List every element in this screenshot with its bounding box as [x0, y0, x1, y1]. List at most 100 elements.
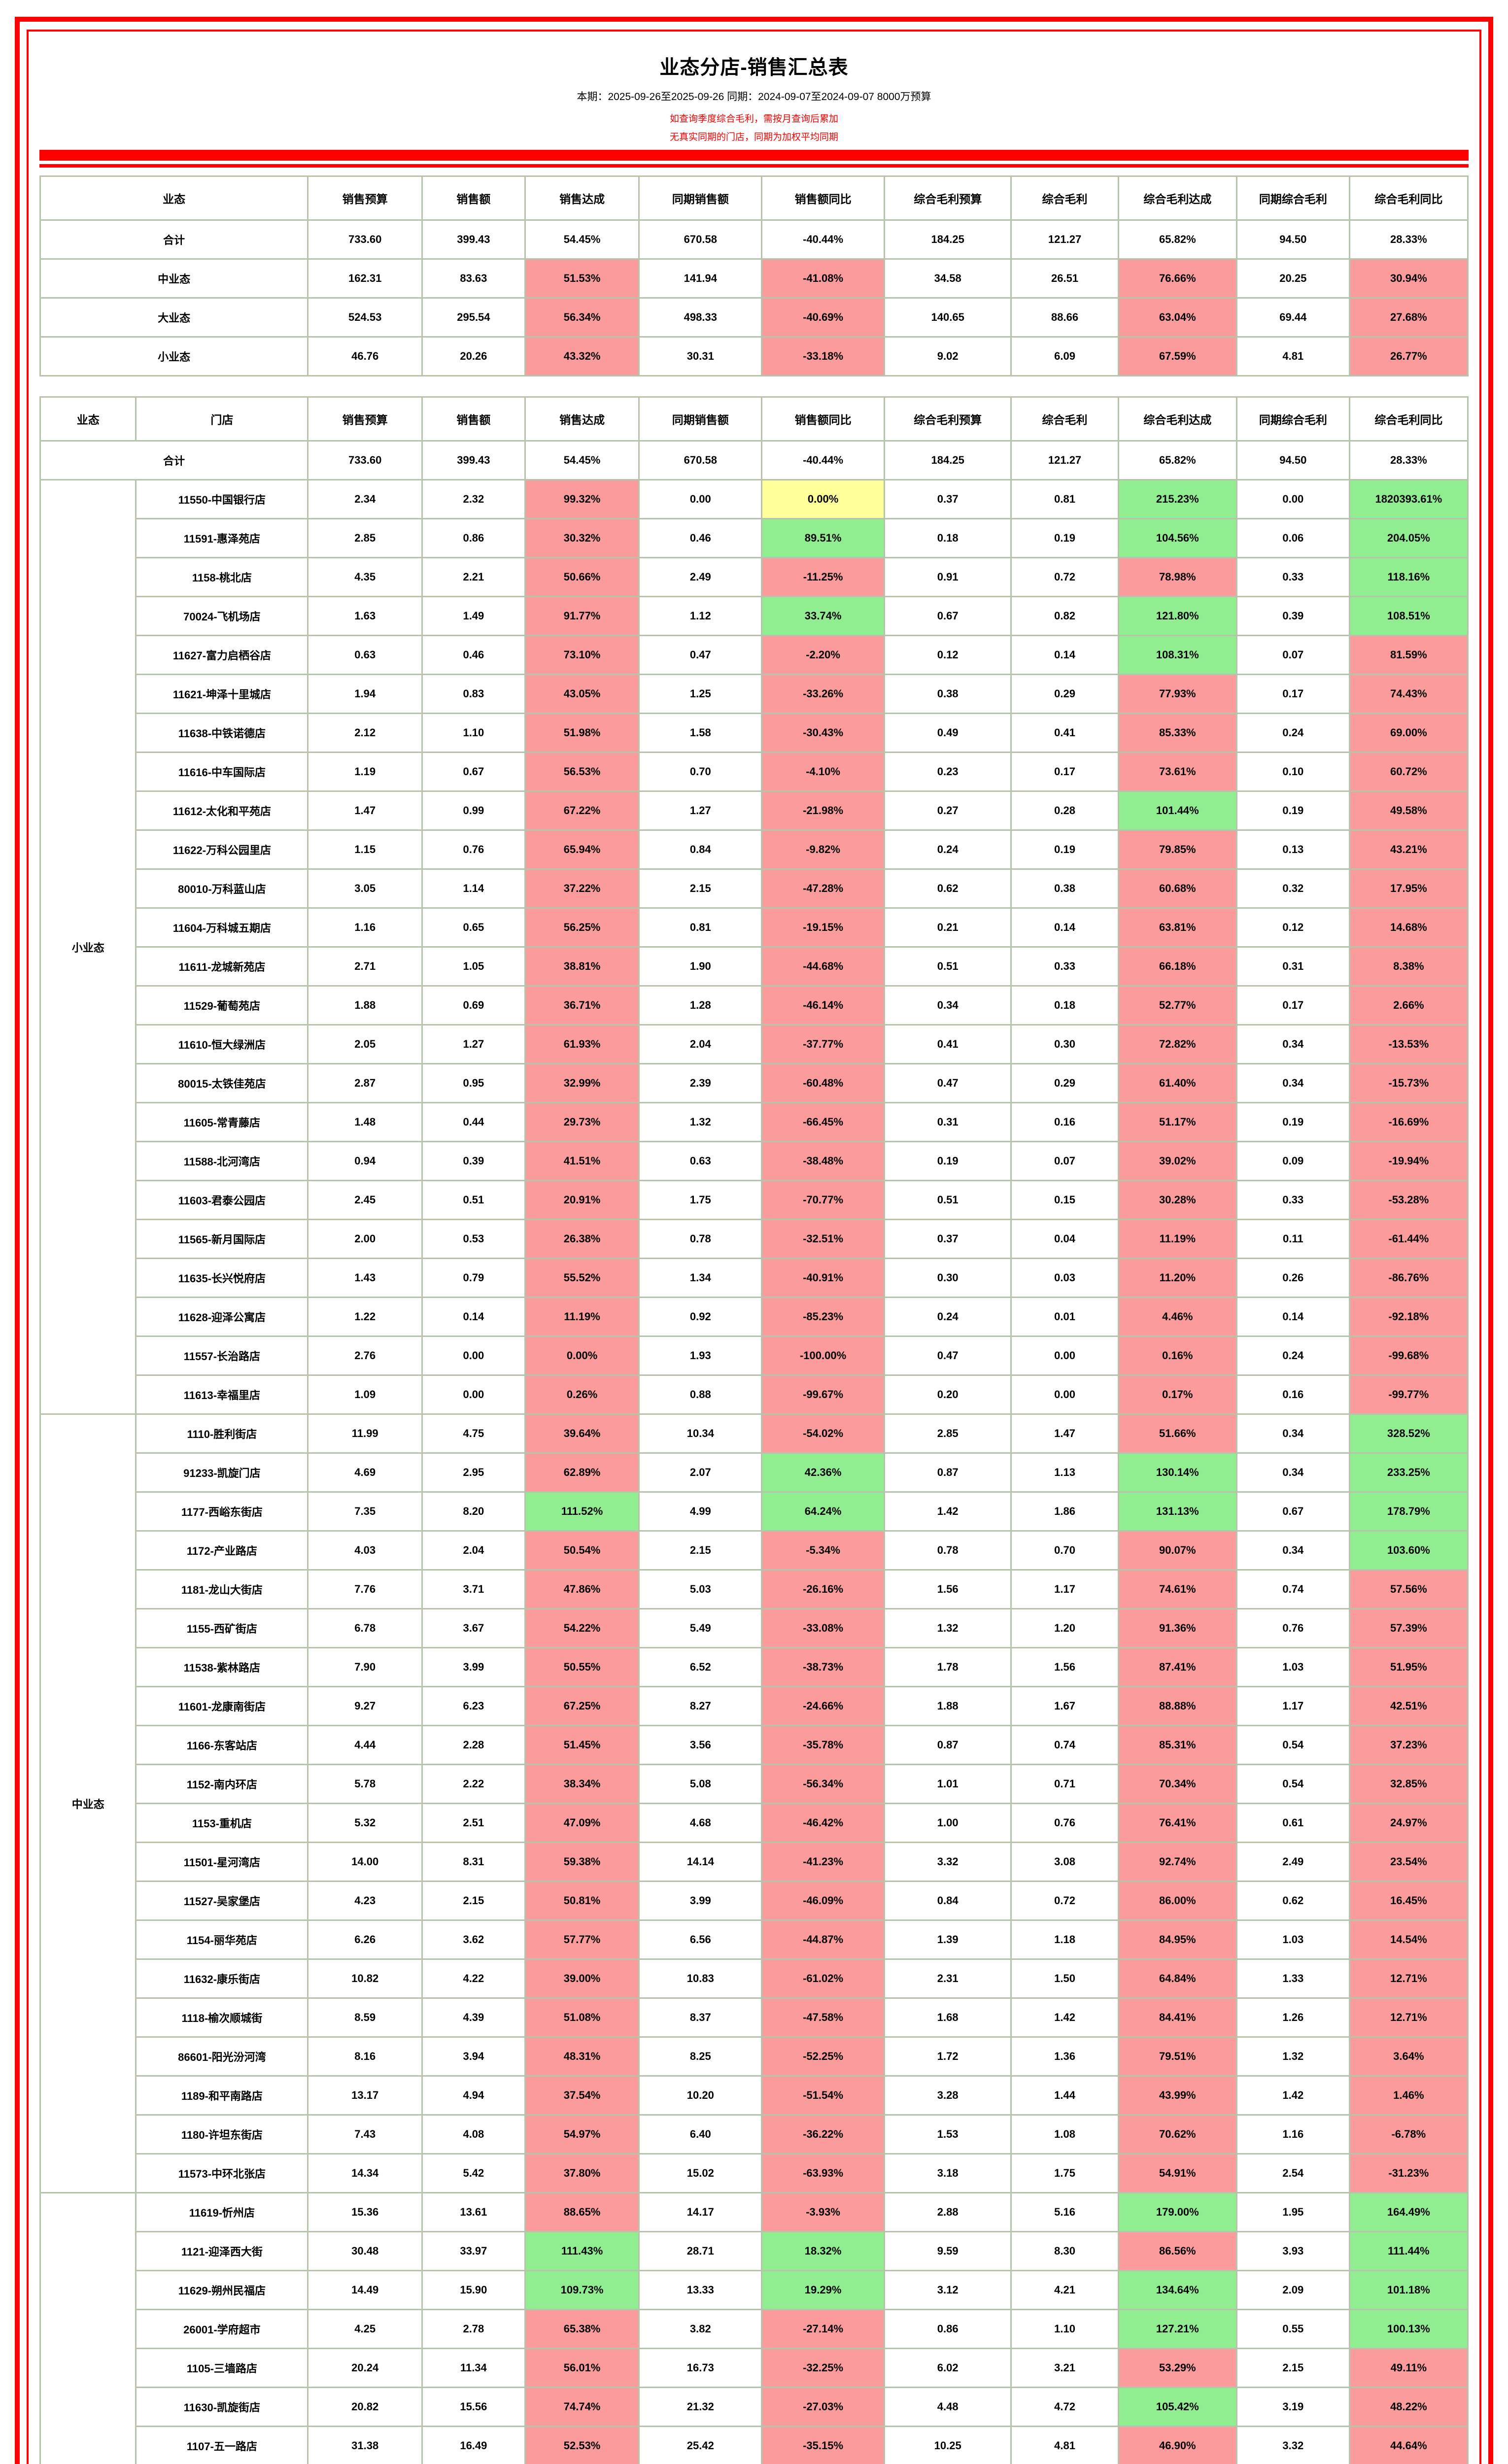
store-name-cell: 11550-中国银行店	[135, 479, 309, 519]
metric-cell: 0.41	[1010, 713, 1119, 753]
metric-cell: 64.24%	[761, 1491, 885, 1532]
metric-cell: 184.25	[883, 219, 1012, 260]
metric-cell: 111.44%	[1348, 2231, 1469, 2271]
metric-cell: 0.30	[1010, 1024, 1119, 1064]
metric-cell: 53.29%	[1117, 2348, 1237, 2388]
store-name-cell: 11616-中车国际店	[135, 752, 309, 792]
metric-cell: 46.90%	[1117, 2426, 1237, 2464]
metric-cell: 1.78	[883, 1647, 1012, 1687]
metric-cell: 0.17%	[1117, 1374, 1237, 1415]
col-header-3: 销售额	[421, 396, 526, 442]
metric-cell: 1.94	[307, 674, 423, 714]
table-row: 中业态 1110-胜利街店 11.99 4.75 39.64% 10.34 -54.02% 2…	[39, 1413, 1469, 2193]
metric-cell: 295.54	[421, 297, 526, 338]
metric-cell: 16.73	[638, 2348, 763, 2388]
metric-cell: 5.32	[307, 1803, 423, 1843]
metric-cell: 1.12	[638, 596, 763, 636]
metric-cell: 5.42	[421, 2153, 526, 2193]
metric-cell: 0.18	[883, 518, 1012, 558]
metric-cell: 7.76	[307, 1569, 423, 1609]
metric-cell: 1.46%	[1348, 2075, 1469, 2116]
metric-cell: 79.51%	[1117, 2036, 1237, 2077]
store-name-cell: 11604-万科城五期店	[135, 907, 309, 948]
table-row: 合计 733.60 399.43 54.45% 670.58 -40.44% 184.25 1…	[39, 219, 1469, 260]
store-name-cell: 1153-重机店	[135, 1803, 309, 1843]
metric-cell: 0.78	[638, 1219, 763, 1259]
metric-cell: 84.41%	[1117, 1997, 1237, 2038]
metric-cell: 6.23	[421, 1686, 526, 1726]
metric-cell: 65.82%	[1117, 440, 1237, 480]
metric-cell: 55.52%	[524, 1258, 640, 1298]
metric-cell: 52.53%	[524, 2426, 640, 2464]
metric-cell: 10.25	[883, 2426, 1012, 2464]
metric-cell: 54.45%	[524, 219, 640, 260]
metric-cell: 4.99	[638, 1491, 763, 1532]
metric-cell: 0.46	[638, 518, 763, 558]
metric-cell: -51.54%	[761, 2075, 885, 2116]
metric-cell: -46.42%	[761, 1803, 885, 1843]
metric-cell: 0.44	[421, 1102, 526, 1142]
metric-cell: 21.32	[638, 2387, 763, 2427]
metric-cell: 2.49	[638, 557, 763, 597]
metric-cell: -46.09%	[761, 1881, 885, 1921]
metric-cell: -86.76%	[1348, 1258, 1469, 1298]
col-header-2: 销售预算	[307, 396, 423, 442]
store-name-cell: 11538-紫林路店	[135, 1647, 309, 1687]
metric-cell: -46.14%	[761, 985, 885, 1026]
metric-cell: 6.02	[883, 2348, 1012, 2388]
metric-cell: 2.88	[883, 2192, 1012, 2232]
metric-cell: 2.51	[421, 1803, 526, 1843]
metric-cell: 0.24	[883, 1297, 1012, 1337]
metric-cell: 6.56	[638, 1919, 763, 1960]
metric-cell: 1.95	[1235, 2192, 1350, 2232]
table-gap	[39, 376, 1469, 396]
metric-cell: -63.93%	[761, 2153, 885, 2193]
metric-cell: 0.74	[1235, 1569, 1350, 1609]
col-header-10: 综合毛利同比	[1348, 175, 1469, 221]
store-name-cell: 11622-万科公园里店	[135, 829, 309, 870]
metric-cell: 0.86	[421, 518, 526, 558]
table-row: 11638-中铁诺德店 2.12 1.10 51.98% 1.58 -30.43% 0.49…	[40, 713, 1469, 753]
metric-cell: -32.51%	[761, 1219, 885, 1259]
table-row: 1172-产业路店 4.03 2.04 50.54% 2.15 -5.34% 0.78 0.7…	[40, 1530, 1469, 1571]
metric-cell: 8.27	[638, 1686, 763, 1726]
metric-cell: 2.85	[307, 518, 423, 558]
col-header-5: 同期销售额	[638, 396, 763, 442]
table-row: 1166-东客站店 4.44 2.28 51.45% 3.56 -35.78% 0.87 0.…	[40, 1725, 1469, 1765]
metric-cell: 109.73%	[524, 2270, 640, 2310]
metric-cell: 0.00	[421, 1374, 526, 1415]
metric-cell: 65.94%	[524, 829, 640, 870]
metric-cell: 11.99	[307, 1413, 423, 1454]
metric-cell: 67.25%	[524, 1686, 640, 1726]
metric-cell: 6.40	[638, 2114, 763, 2155]
metric-cell: 76.66%	[1117, 258, 1237, 299]
metric-cell: 0.67	[1235, 1491, 1350, 1532]
table-row: 11616-中车国际店 1.19 0.67 56.53% 0.70 -4.10% 0.23 0…	[40, 752, 1469, 792]
metric-cell: 1.25	[638, 674, 763, 714]
metric-cell: 1.47	[1010, 1413, 1119, 1454]
metric-cell: 2.85	[883, 1413, 1012, 1454]
metric-cell: 28.33%	[1348, 219, 1469, 260]
metric-cell: 11.19%	[524, 1297, 640, 1337]
table-row: 11601-龙康南街店 9.27 6.23 67.25% 8.27 -24.66% 1.88…	[40, 1686, 1469, 1726]
metric-cell: 0.15	[1010, 1180, 1119, 1220]
metric-cell: 0.87	[883, 1452, 1012, 1493]
metric-cell: 4.03	[307, 1530, 423, 1571]
metric-cell: 0.92	[638, 1297, 763, 1337]
metric-cell: -35.78%	[761, 1725, 885, 1765]
table-row: 11630-凯旋街店 20.82 15.56 74.74% 21.32 -27.03% 4.…	[40, 2387, 1469, 2427]
metric-cell: 0.51	[883, 1180, 1012, 1220]
metric-cell: 0.13	[1235, 829, 1350, 870]
table-row: 11622-万科公园里店 1.15 0.76 65.94% 0.84 -9.82% 0.24…	[40, 829, 1469, 870]
metric-cell: 0.19	[1010, 518, 1119, 558]
metric-cell: 1.93	[638, 1335, 763, 1376]
metric-cell: 4.22	[421, 1958, 526, 1999]
store-name-cell: 11638-中铁诺德店	[135, 713, 309, 753]
metric-cell: 56.53%	[524, 752, 640, 792]
metric-cell: 20.26	[421, 336, 526, 376]
metric-cell: 3.56	[638, 1725, 763, 1765]
metric-cell: 0.33	[1010, 946, 1119, 987]
table-row: 1105-三墙路店 20.24 11.34 56.01% 16.73 -32.25% 6.0…	[40, 2348, 1469, 2388]
metric-cell: 8.30	[1010, 2231, 1119, 2271]
metric-cell: 77.93%	[1117, 674, 1237, 714]
